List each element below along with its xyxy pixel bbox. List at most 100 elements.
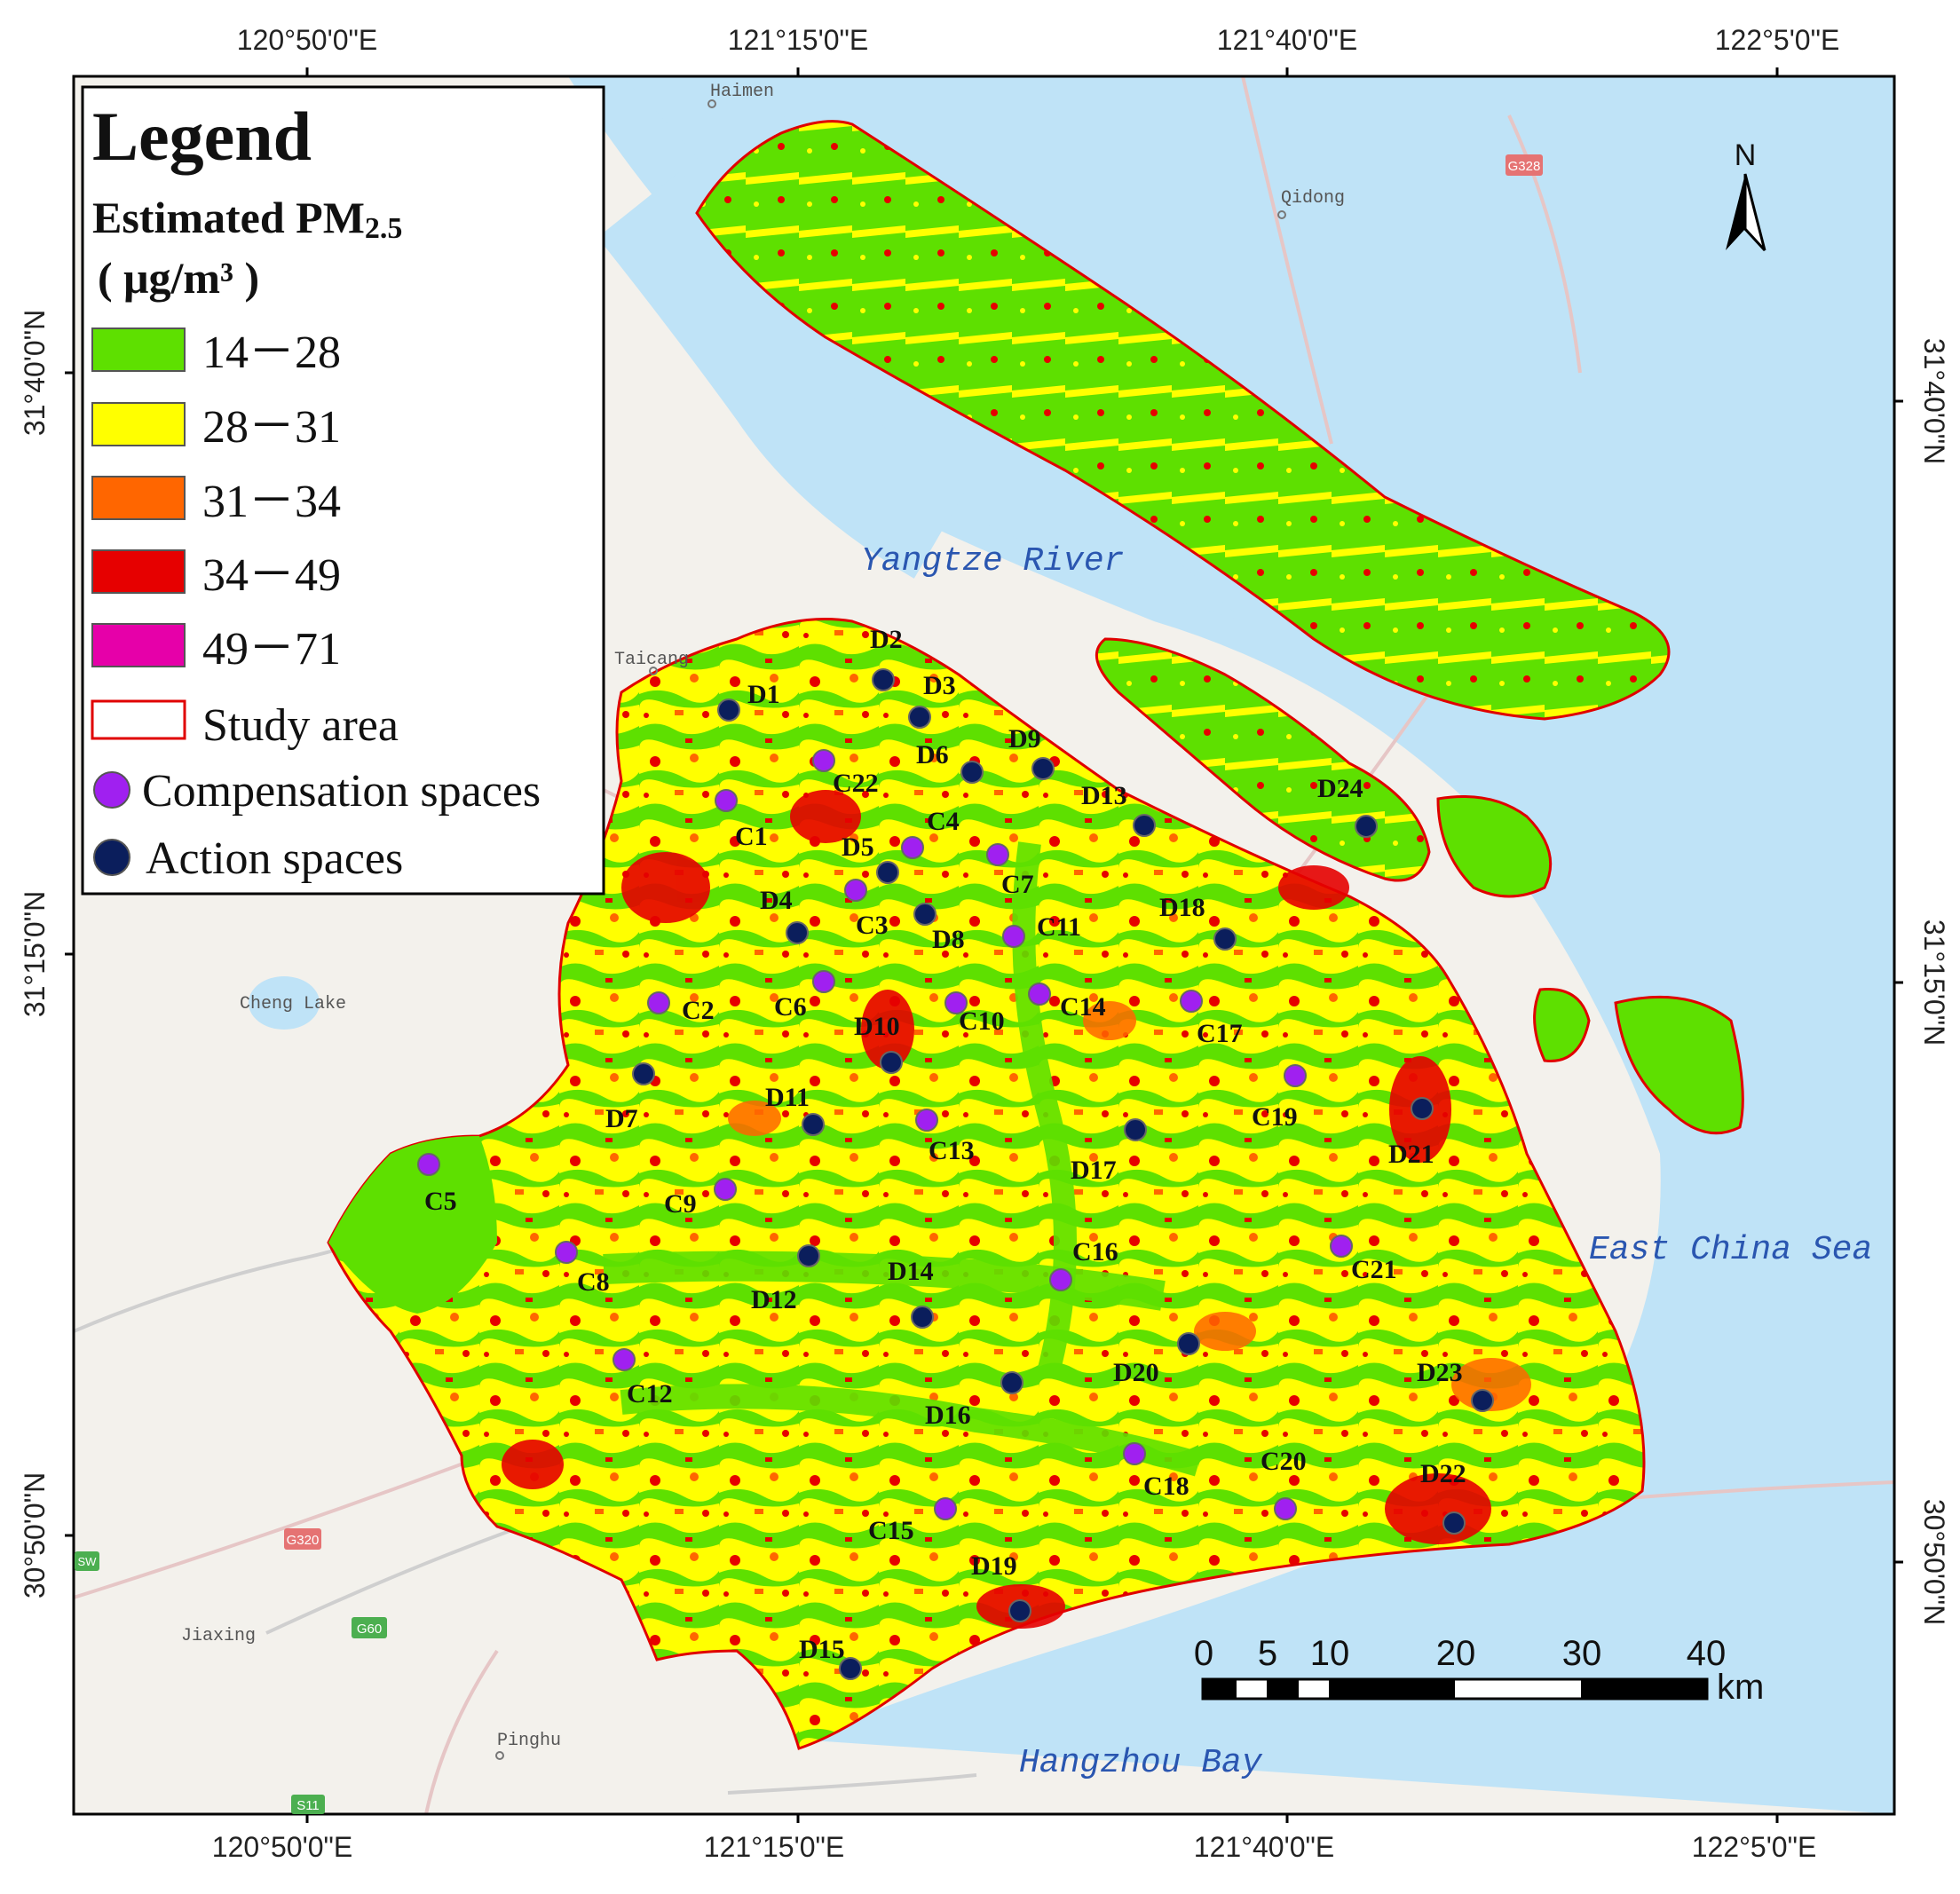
hengsha-island (1436, 795, 1553, 898)
compensation-marker-c20 (1274, 1497, 1297, 1520)
compensation-label-c7: C7 (1001, 870, 1034, 899)
coord-top-3: 121°40'0"E (1217, 24, 1357, 56)
shoal-island-b (1614, 995, 1744, 1135)
label-east-china-sea: East China Sea (1589, 1231, 1872, 1269)
town-pinghu: Pinghu (497, 1731, 561, 1751)
label-yangtze-river: Yangtze River (861, 542, 1124, 580)
coord-left-2: 31°15'0"N (19, 891, 51, 1017)
action-label-d6: D6 (916, 740, 949, 769)
compensation-marker-c19 (1284, 1064, 1307, 1087)
compensation-label-c11: C11 (1037, 912, 1081, 942)
scale-unit: km (1717, 1668, 1764, 1707)
town-qidong: Qidong (1281, 188, 1345, 209)
coord-labels-right: 31°40'0"N 31°15'0"N 30°50'0"N (1918, 338, 1950, 1625)
compensation-marker-c17 (1180, 990, 1203, 1013)
action-label-d7: D7 (605, 1104, 638, 1133)
action-marker-d23 (1471, 1389, 1494, 1412)
action-label-d9: D9 (1008, 724, 1041, 754)
legend-action: Action spaces (146, 833, 403, 884)
town-taicang: Taicang (614, 650, 689, 670)
compensation-marker-c21 (1330, 1235, 1353, 1258)
legend-class-5: 49－71 (202, 624, 341, 675)
action-label-d23: D23 (1417, 1358, 1463, 1387)
compensation-label-c13: C13 (929, 1136, 975, 1165)
action-marker-d18 (1213, 927, 1237, 951)
legend-swatch-5 (91, 623, 186, 667)
coord-left-1: 31°40'0"N (19, 310, 51, 436)
action-marker-d1 (717, 698, 740, 722)
action-label-d21: D21 (1388, 1140, 1434, 1169)
coord-labels-left: 31°40'0"N 31°15'0"N 30°50'0"N (19, 310, 51, 1598)
action-label-d8: D8 (932, 925, 965, 954)
legend-study-area: Study area (202, 700, 399, 751)
legend-swatch-4 (91, 549, 186, 594)
action-marker-d11 (802, 1113, 825, 1136)
coord-left-3: 30°50'0"N (19, 1472, 51, 1598)
action-label-d22: D22 (1420, 1459, 1466, 1488)
compensation-label-c21: C21 (1351, 1255, 1397, 1284)
shoal-island-a (1533, 987, 1591, 1062)
compensation-label-c9: C9 (664, 1189, 697, 1219)
coord-bottom-4: 122°5'0"E (1692, 1831, 1817, 1863)
action-marker-d8 (913, 903, 937, 926)
legend-class-2: 28－31 (202, 402, 341, 453)
action-label-d19: D19 (971, 1551, 1017, 1581)
action-marker-d24 (1355, 815, 1378, 838)
coord-bottom-1: 120°50'0"E (212, 1831, 352, 1863)
compensation-label-c10: C10 (959, 1006, 1005, 1036)
legend-compensation-icon (93, 771, 130, 809)
compensation-label-c6: C6 (774, 992, 807, 1022)
compensation-label-c18: C18 (1143, 1472, 1189, 1501)
compensation-marker-c10 (944, 991, 968, 1014)
compensation-label-c3: C3 (856, 911, 889, 940)
chongming-island (695, 120, 1671, 721)
action-label-d2: D2 (870, 625, 903, 654)
town-labels: Haimen Qidong Taicang Cheng Lake Jiaxing… (181, 82, 1345, 1760)
legend-compensation: Compensation spaces (142, 766, 541, 817)
compensation-marker-c6 (812, 970, 835, 993)
legend-swatch-1 (91, 328, 186, 372)
action-label-d5: D5 (842, 833, 874, 862)
map-canvas (74, 76, 1894, 1814)
north-arrow-icon (1726, 174, 1745, 250)
action-marker-d21 (1411, 1097, 1434, 1120)
changxing-island (1095, 637, 1431, 882)
action-label-d3: D3 (923, 671, 956, 700)
action-label-d16: D16 (925, 1401, 971, 1430)
legend-subtitle: Estimated PM2.5 (92, 193, 402, 245)
action-marker-d6 (960, 761, 984, 784)
north-arrow: N (1726, 138, 1766, 252)
scale-tick-30: 30 (1562, 1634, 1602, 1673)
action-label-d11: D11 (765, 1083, 810, 1112)
legend-action-icon (93, 839, 130, 876)
compensation-label-c5: C5 (424, 1187, 457, 1216)
north-arrow-label: N (1735, 138, 1757, 172)
action-marker-d2 (872, 668, 895, 691)
compensation-marker-c22 (812, 749, 835, 772)
badge-sw: SW (78, 1555, 98, 1568)
coord-bottom-3: 121°40'0"E (1194, 1831, 1334, 1863)
coord-top-2: 121°15'0"E (728, 24, 868, 56)
compensation-label-c16: C16 (1072, 1237, 1118, 1267)
legend: Legend Estimated PM2.5 ( μg/m³ ) 14－28 2… (81, 85, 605, 896)
action-marker-d12 (797, 1244, 820, 1267)
compensation-label-c4: C4 (927, 807, 960, 836)
label-hangzhou-bay: Hangzhou Bay (1019, 1744, 1263, 1782)
road-badges: G328 G320 G60 S11 SW (75, 154, 1543, 1814)
compensation-marker-c1 (715, 789, 738, 812)
scale-tick-5: 5 (1258, 1634, 1277, 1673)
legend-swatch-study-area (91, 699, 186, 740)
action-marker-d14 (911, 1306, 934, 1329)
compensation-marker-c2 (647, 991, 670, 1014)
badge-g60: G60 (357, 1622, 382, 1637)
cheng-lake (249, 976, 320, 1030)
compensation-marker-c13 (915, 1109, 938, 1132)
compensation-label-c22: C22 (833, 769, 879, 798)
action-marker-d4 (786, 921, 809, 944)
scale-tick-40: 40 (1687, 1634, 1727, 1673)
compensation-marker-c7 (986, 843, 1009, 866)
action-marker-d20 (1177, 1332, 1200, 1355)
coord-right-1: 31°40'0"N (1918, 338, 1950, 464)
compensation-marker-c12 (612, 1348, 636, 1371)
